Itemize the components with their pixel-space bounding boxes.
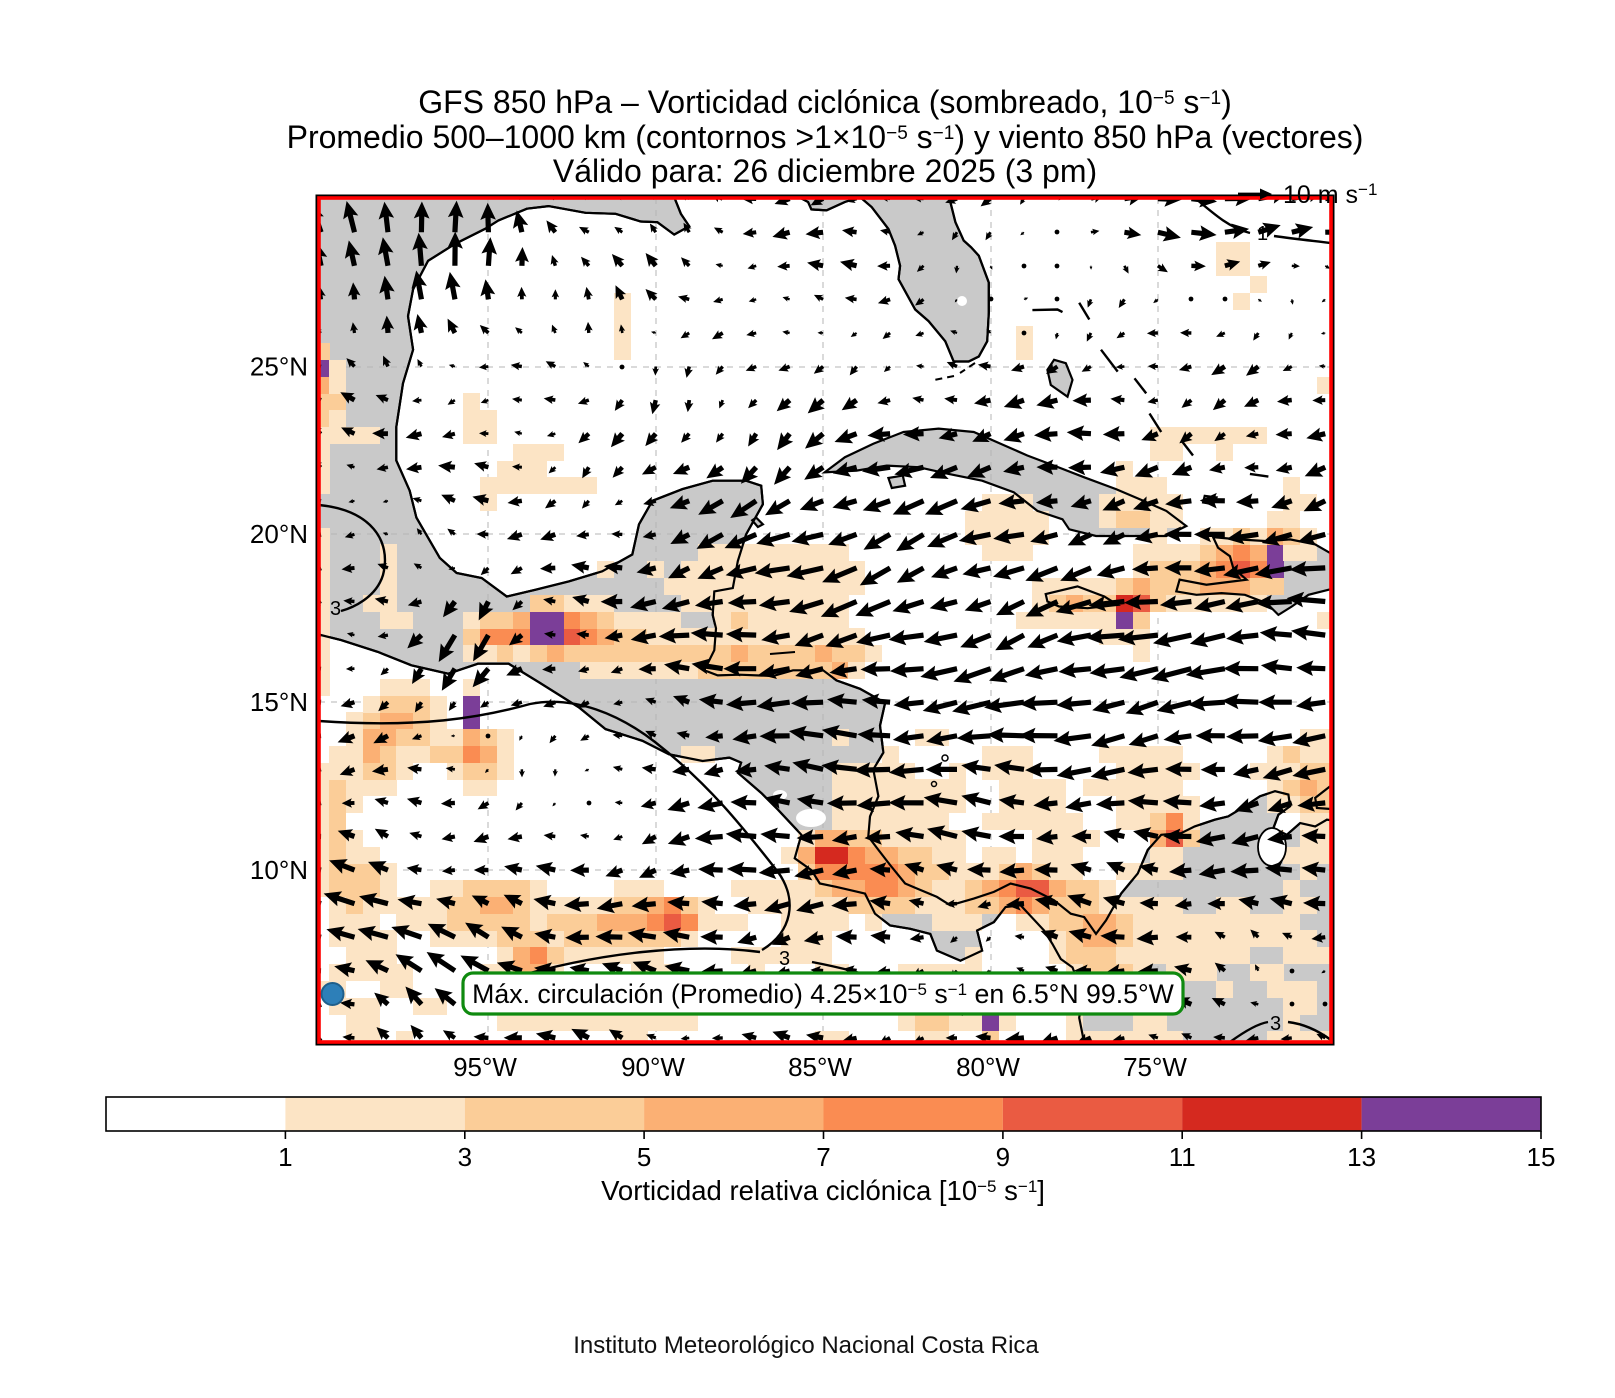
svg-text:Instituto Meteorológico Nacion: Instituto Meteorológico Nacional Costa R… [573,1332,1039,1359]
svg-text:9: 9 [996,1142,1010,1172]
svg-text:25°N: 25°N [250,352,308,382]
svg-text:20°N: 20°N [250,519,308,549]
svg-text:85°W: 85°W [788,1052,852,1082]
svg-text:13: 13 [1347,1142,1376,1172]
svg-text:11: 11 [1169,1142,1196,1172]
svg-text:1: 1 [1257,223,1268,245]
svg-text:7: 7 [816,1142,830,1172]
svg-text:Promedio 500–1000 km (contorno: Promedio 500–1000 km (contornos >1×10−5 … [287,119,1364,155]
svg-text:3: 3 [330,598,341,620]
svg-text:3: 3 [779,948,790,970]
svg-text:5: 5 [637,1142,651,1172]
svg-text:3: 3 [458,1142,472,1172]
svg-text:Vorticidad relativa ciclónica: Vorticidad relativa ciclónica [10−5 s−1] [601,1175,1045,1206]
svg-text:3: 3 [1270,1013,1281,1035]
svg-text:Máx. circulación (Promedio) 4.: Máx. circulación (Promedio) 4.25×10−5 s−… [472,979,1174,1009]
svg-text:15°N: 15°N [250,687,308,717]
svg-text:Válido para: 26 diciembre 2025: Válido para: 26 diciembre 2025 (3 pm) [553,153,1097,189]
svg-text:80°W: 80°W [956,1052,1020,1082]
svg-text:75°W: 75°W [1123,1052,1187,1082]
svg-text:GFS 850 hPa – Vorticidad cicló: GFS 850 hPa – Vorticidad ciclónica (somb… [418,84,1232,120]
svg-text:95°W: 95°W [453,1052,517,1082]
svg-text:10°N: 10°N [250,855,308,885]
svg-text:1: 1 [278,1142,292,1172]
svg-text:15: 15 [1527,1142,1556,1172]
svg-text:90°W: 90°W [621,1052,685,1082]
